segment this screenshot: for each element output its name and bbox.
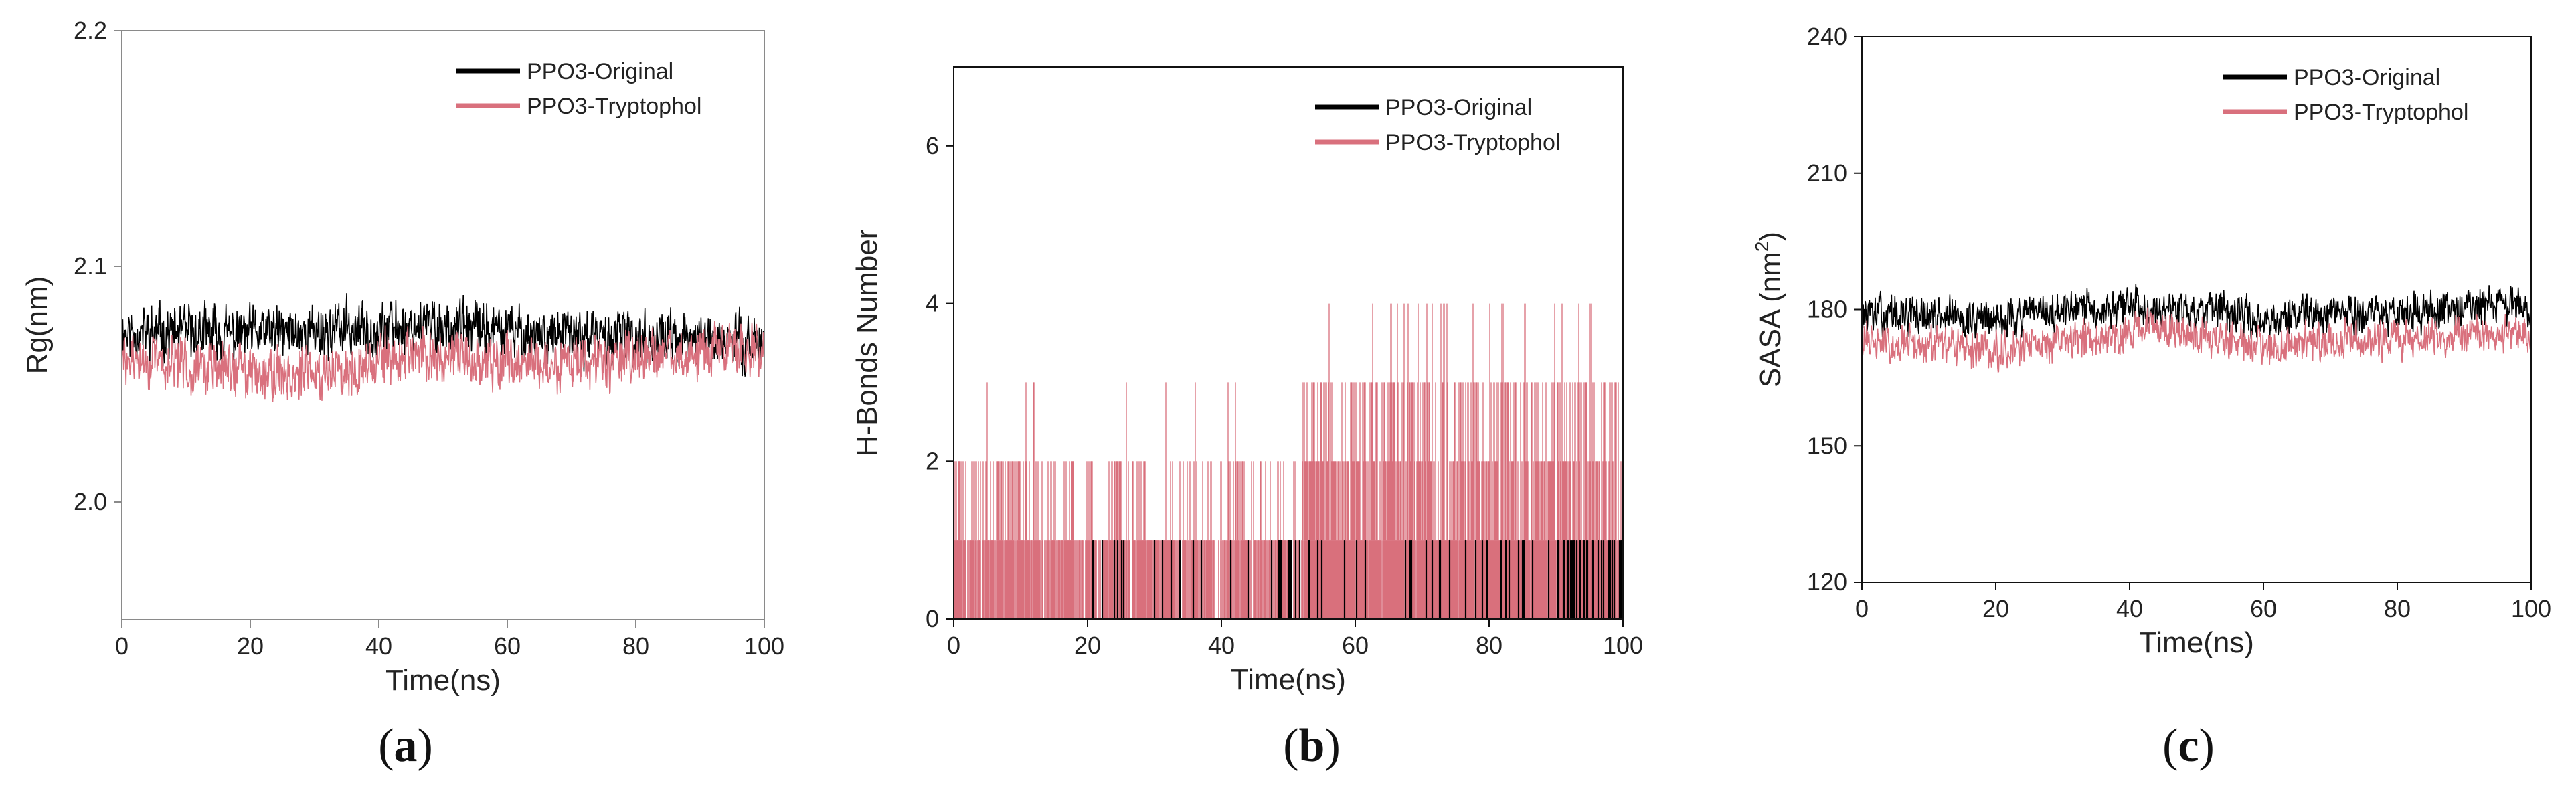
legend-label: PPO3-Tryptophol <box>1385 130 1560 155</box>
y-axis-title: H-Bonds Number <box>851 230 883 457</box>
legend-label: PPO3-Original <box>1385 95 1532 120</box>
chart-b: 0 20 40 60 80 100 0 2 4 6 Time(ns) H-Bonds Number PP… <box>851 66 1643 696</box>
legend: PPO3-Original PPO3-Tryptophol <box>2223 65 2468 125</box>
panel-a: 0 20 40 60 80 100 2.0 2.1 2.2 Time(ns) Rg(nm) PPO3-… <box>0 0 843 797</box>
x-axis-title: Time(ns) <box>1231 663 1346 696</box>
legend-label: PPO3-Tryptophol <box>527 94 701 119</box>
y-tick-label: 6 <box>926 132 939 159</box>
y-tick-label: 120 <box>1807 568 1847 596</box>
x-tick-label: 0 <box>1855 595 1869 622</box>
y-tick-label: 2 <box>926 447 939 474</box>
y-tick-label: 240 <box>1807 23 1847 50</box>
series-ppo3-original <box>1862 284 2531 340</box>
y-axis-title: Rg(nm) <box>21 276 54 375</box>
x-tick-label: 80 <box>622 632 649 660</box>
caption-c: (c) <box>2162 720 2215 772</box>
y-tick-label: 0 <box>926 605 939 632</box>
series-ppo3-tryptophol <box>122 321 764 402</box>
legend-label: PPO3-Tryptophol <box>2294 100 2468 125</box>
legend-label: PPO3-Original <box>527 59 673 84</box>
axes-frame <box>121 30 765 620</box>
x-tick-label: 40 <box>1208 632 1235 659</box>
chart-a: 0 20 40 60 80 100 2.0 2.1 2.2 Time(ns) Rg(nm) PPO3-… <box>21 17 784 697</box>
x-tick-label: 100 <box>744 632 784 660</box>
x-tick-label: 60 <box>494 632 521 660</box>
series-ppo3-tryptophol <box>1862 307 2531 373</box>
x-tick-label: 0 <box>115 632 128 660</box>
x-tick-label: 20 <box>237 632 264 660</box>
y-axis-title: SASA (nm2) <box>1751 232 1787 387</box>
y-tick-label: 2.2 <box>74 17 107 44</box>
x-axis-title: Time(ns) <box>385 664 501 697</box>
panel-c: 0 20 40 60 80 100 120 150 180 210 240 Time(ns) SASA … <box>1707 0 2576 797</box>
x-tick-label: 40 <box>365 632 392 660</box>
y-tick-label: 180 <box>1807 296 1847 323</box>
x-tick-label: 60 <box>2250 595 2277 622</box>
y-tick-label: 210 <box>1807 159 1847 187</box>
axes-frame <box>953 66 1624 620</box>
x-tick-label: 80 <box>2384 595 2411 622</box>
plot-area-a <box>122 293 764 402</box>
series-ppo3-original <box>122 293 764 377</box>
y-tick-label: 150 <box>1807 432 1847 459</box>
x-tick-label: 100 <box>2511 595 2551 622</box>
y-tick-label: 2.0 <box>74 488 107 515</box>
y-tick-label: 2.1 <box>74 252 107 280</box>
x-tick-label: 0 <box>947 632 960 659</box>
x-tick-label: 80 <box>1476 632 1502 659</box>
x-tick-label: 40 <box>2116 595 2143 622</box>
plot-area-b <box>954 303 1623 619</box>
chart-c: 0 20 40 60 80 100 120 150 180 210 240 Time(ns) SASA … <box>1751 23 2551 659</box>
legend: PPO3-Original PPO3-Tryptophol <box>1315 95 1560 155</box>
caption-a: (a) <box>378 720 433 772</box>
plot-area-c <box>1862 284 2531 373</box>
x-tick-label: 60 <box>1342 632 1369 659</box>
x-tick-label: 20 <box>1074 632 1101 659</box>
x-tick-label: 20 <box>1982 595 2009 622</box>
legend: PPO3-Original PPO3-Tryptophol <box>456 59 701 119</box>
panel-b: 0 20 40 60 80 100 0 2 4 6 Time(ns) H-Bonds Number PP… <box>843 0 1707 797</box>
caption-b: (b) <box>1283 720 1341 772</box>
x-axis-title: Time(ns) <box>2139 626 2254 659</box>
y-tick-label: 4 <box>926 290 939 317</box>
x-tick-label: 100 <box>1603 632 1643 659</box>
legend-label: PPO3-Original <box>2294 65 2440 90</box>
